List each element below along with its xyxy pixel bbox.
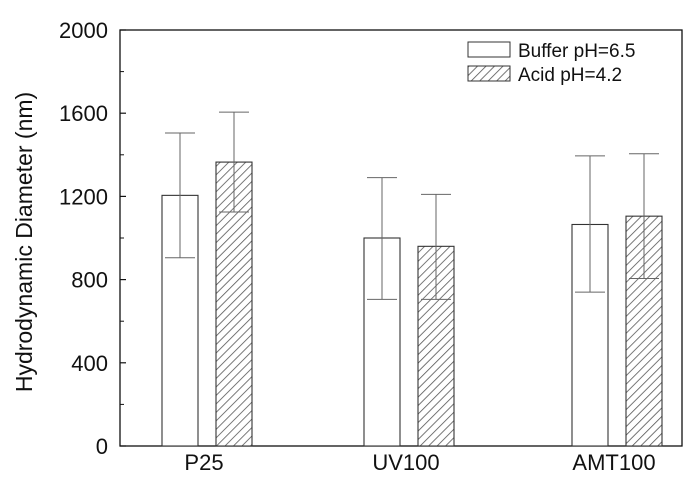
- y-tick-label-800: 800: [71, 268, 108, 293]
- y-axis-label: Hydrodynamic Diameter (nm): [11, 92, 37, 392]
- y-tick-label-0: 0: [96, 434, 108, 459]
- x-tick-label-amt100: AMT100: [572, 450, 655, 472]
- plot-area: 0 400 800 1200 1600 2000 P25 UV100 AMT100 Buffer …: [59, 18, 683, 475]
- legend-label-acid: Acid pH=4.2: [518, 65, 622, 86]
- legend-label-buffer: Buffer pH=6.5: [518, 41, 635, 62]
- y-tick-label-400: 400: [71, 351, 108, 376]
- legend-swatch-acid: [467, 65, 511, 82]
- y-tick-label-1600: 1600: [59, 101, 108, 126]
- x-tick-label-p25: P25: [184, 450, 223, 472]
- x-tick-label-uv100: UV100: [372, 450, 439, 472]
- y-tick-label-1200: 1200: [59, 184, 108, 209]
- y-tick-label-2000: 2000: [59, 18, 108, 43]
- legend-swatch-buffer: [467, 41, 511, 58]
